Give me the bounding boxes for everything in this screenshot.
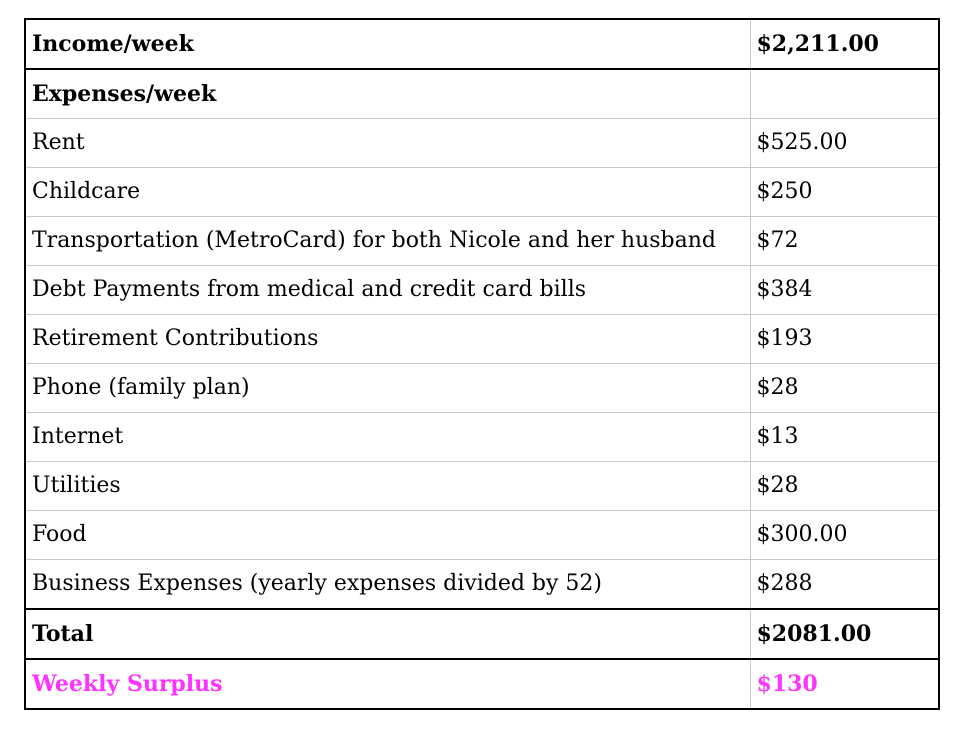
weekly-budget-table: Income/week $2,211.00 Expenses/week Rent… xyxy=(24,18,940,710)
expense-value: $193 xyxy=(749,314,939,364)
expense-row: Internet $13 xyxy=(25,412,939,462)
expense-row: Utilities $28 xyxy=(25,461,939,511)
expenses-heading-value xyxy=(749,68,939,119)
expense-label: Internet xyxy=(25,412,750,462)
total-label: Total xyxy=(25,608,750,660)
expense-label: Rent xyxy=(25,118,750,168)
income-label: Income/week xyxy=(25,18,750,70)
total-value: $2081.00 xyxy=(749,608,939,660)
expense-label: Retirement Contributions xyxy=(25,314,750,364)
expense-label: Phone (family plan) xyxy=(25,363,750,413)
expense-label: Transportation (MetroCard) for both Nico… xyxy=(25,216,750,266)
expense-label: Childcare xyxy=(25,167,750,217)
total-row: Total $2081.00 xyxy=(25,608,939,660)
expense-value: $288 xyxy=(749,559,939,610)
expenses-heading-label: Expenses/week xyxy=(25,68,750,119)
expense-value: $28 xyxy=(749,461,939,511)
surplus-value: $130 xyxy=(749,658,939,710)
expense-row: Childcare $250 xyxy=(25,167,939,217)
expense-value: $384 xyxy=(749,265,939,315)
expense-row: Transportation (MetroCard) for both Nico… xyxy=(25,216,939,266)
expense-row: Debt Payments from medical and credit ca… xyxy=(25,265,939,315)
expense-value: $250 xyxy=(749,167,939,217)
expense-row: Phone (family plan) $28 xyxy=(25,363,939,413)
income-row: Income/week $2,211.00 xyxy=(25,18,939,70)
expense-value: $28 xyxy=(749,363,939,413)
expenses-heading-row: Expenses/week xyxy=(25,68,939,119)
surplus-row: Weekly Surplus $130 xyxy=(25,658,939,710)
expense-label: Food xyxy=(25,510,750,560)
expense-row: Business Expenses (yearly expenses divid… xyxy=(25,559,939,610)
expense-label: Utilities xyxy=(25,461,750,511)
expense-value: $13 xyxy=(749,412,939,462)
expense-label: Business Expenses (yearly expenses divid… xyxy=(25,559,750,610)
expense-value: $300.00 xyxy=(749,510,939,560)
income-value: $2,211.00 xyxy=(749,18,939,70)
expense-row: Rent $525.00 xyxy=(25,118,939,168)
expense-row: Retirement Contributions $193 xyxy=(25,314,939,364)
expense-value: $72 xyxy=(749,216,939,266)
expense-label: Debt Payments from medical and credit ca… xyxy=(25,265,750,315)
surplus-label: Weekly Surplus xyxy=(25,658,750,710)
expense-value: $525.00 xyxy=(749,118,939,168)
expense-row: Food $300.00 xyxy=(25,510,939,560)
